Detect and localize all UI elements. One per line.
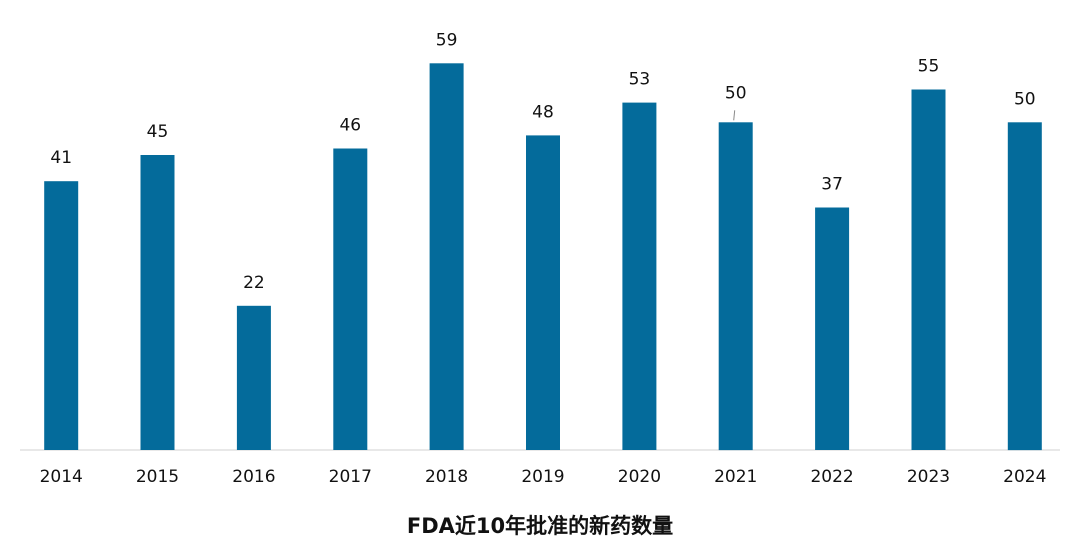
- bars-group: [44, 63, 1042, 451]
- bar-2022: [815, 207, 850, 450]
- x-tick-label-2014: 2014: [40, 467, 83, 487]
- value-label-2016: 22: [243, 273, 265, 293]
- value-label-2017: 46: [339, 116, 361, 136]
- x-tick-label-2019: 2019: [521, 467, 564, 487]
- value-labels-group: 41 45 22 46 59 48 53 50 37 55 50: [50, 30, 1036, 293]
- value-label-2024: 50: [1014, 89, 1036, 109]
- bar-2019: [526, 135, 560, 450]
- x-tick-label-2020: 2020: [618, 467, 661, 487]
- bar-2021: [718, 122, 753, 451]
- x-tick-label-2022: 2022: [810, 467, 853, 487]
- x-tick-label-2017: 2017: [329, 467, 372, 487]
- bar-2023: [911, 89, 946, 450]
- x-tick-label-2023: 2023: [907, 467, 950, 487]
- x-tick-label-2024: 2024: [1003, 467, 1046, 487]
- x-tick-label-2015: 2015: [136, 467, 179, 487]
- chart-title: FDA近10年批准的新药数量: [406, 514, 674, 538]
- x-tick-label-2021: 2021: [714, 467, 757, 487]
- value-label-2020: 53: [629, 70, 651, 90]
- value-label-2019: 48: [532, 102, 554, 122]
- x-tick-label-2016: 2016: [232, 467, 275, 487]
- bar-2018: [429, 63, 464, 451]
- x-tick-labels-group: 2014 2015 2016 2017 2018 2019 2020 2021 2022 2023…: [40, 467, 1047, 487]
- bar-2024: [1007, 122, 1042, 451]
- bar-2014: [44, 181, 79, 450]
- value-label-2015: 45: [147, 122, 169, 142]
- bar-2015: [140, 155, 175, 450]
- value-label-2022: 37: [821, 175, 843, 195]
- bar-2017: [333, 148, 368, 450]
- bar-2020: [622, 102, 657, 450]
- value-label-2014: 41: [50, 148, 72, 168]
- x-tick-label-2018: 2018: [425, 467, 468, 487]
- value-label-2023: 55: [918, 57, 940, 77]
- value-label-2018: 59: [436, 30, 458, 50]
- value-label-2021: 50: [725, 83, 747, 103]
- leader-line-2021: [733, 110, 736, 121]
- bar-2016: [236, 305, 271, 450]
